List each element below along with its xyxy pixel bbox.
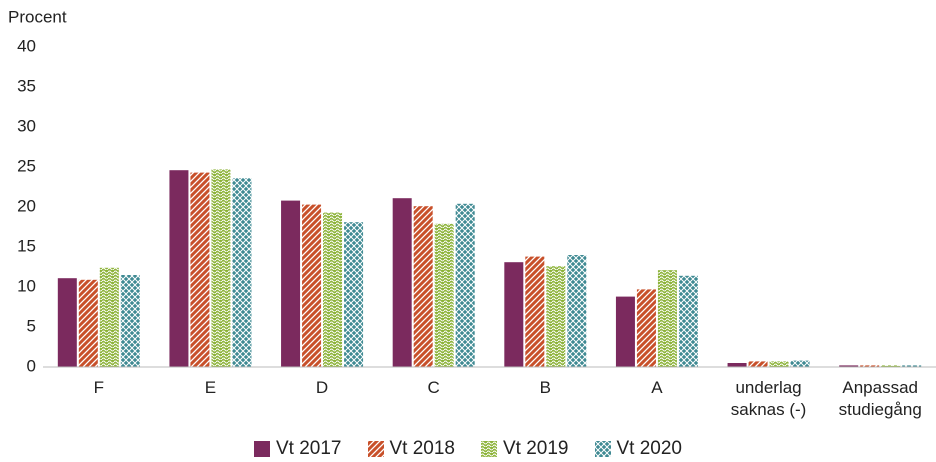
legend-item: Vt 2018: [367, 438, 456, 460]
bar: [504, 262, 524, 367]
bar: [169, 170, 189, 367]
y-tick-label: 35: [17, 76, 36, 95]
bar: [120, 275, 140, 367]
bar: [860, 365, 880, 367]
bar: [727, 363, 747, 367]
x-tick-label: A: [651, 378, 663, 397]
legend-label: Vt 2017: [276, 438, 342, 459]
y-tick-label: 5: [27, 316, 36, 335]
bar: [902, 365, 922, 367]
y-tick-label: 15: [17, 236, 36, 255]
y-tick-label: 30: [17, 116, 36, 135]
bar: [881, 365, 901, 367]
y-axis-label: Procent: [8, 7, 67, 26]
bar: [434, 223, 454, 367]
bar: [769, 361, 789, 367]
bar: [190, 172, 210, 367]
bar: [790, 360, 810, 367]
bar: [99, 267, 119, 367]
bar: [281, 200, 301, 367]
bar: [413, 206, 433, 367]
legend-item: Vt 2019: [481, 438, 569, 460]
legend-label: Vt 2018: [389, 438, 456, 459]
chart: Procent 0 5 10 15 20 25 30 35 40: [8, 7, 936, 375]
bar: [525, 256, 545, 367]
legend: Vt 2017 Vt 2018 Vt 2019 Vt 2020: [0, 438, 936, 460]
x-tick-label: E: [204, 378, 217, 397]
bar: [839, 365, 859, 367]
bar: [78, 279, 98, 367]
legend-label: Vt 2019: [503, 438, 569, 459]
y-tick-label: 40: [17, 36, 36, 55]
bar: [344, 222, 364, 367]
x-tick-label: B: [539, 378, 551, 397]
x-tick-label: C: [427, 378, 440, 397]
bar: [232, 178, 252, 367]
bar: [636, 289, 656, 367]
bar: [57, 278, 77, 367]
legend-item: Vt 2020: [594, 438, 683, 460]
legend-swatch: [367, 441, 384, 457]
y-tick-label: 20: [17, 196, 36, 215]
bar: [567, 255, 587, 367]
x-tick-label: Anpassad studiegång: [838, 378, 922, 419]
y-tick-label: 25: [17, 156, 36, 175]
y-tick-label: 10: [17, 276, 36, 295]
legend-swatch: [254, 441, 270, 457]
legend-swatch: [594, 441, 611, 457]
bar: [748, 361, 768, 367]
x-tick-label: F: [93, 378, 104, 397]
bar: [546, 266, 566, 367]
bar: [302, 204, 322, 367]
x-tick-label: D: [315, 378, 329, 397]
bar: [657, 270, 677, 367]
bar: [323, 212, 343, 367]
y-tick-label: 0: [27, 356, 36, 375]
bar: [211, 169, 231, 367]
bar: [678, 275, 698, 367]
bar: [455, 203, 475, 367]
legend-item: Vt 2017: [254, 438, 342, 460]
bar: [615, 296, 635, 367]
bar: [392, 198, 412, 367]
x-tick-label: underlag saknas (-): [730, 378, 807, 419]
legend-label: Vt 2020: [616, 438, 683, 459]
legend-swatch: [481, 441, 497, 457]
